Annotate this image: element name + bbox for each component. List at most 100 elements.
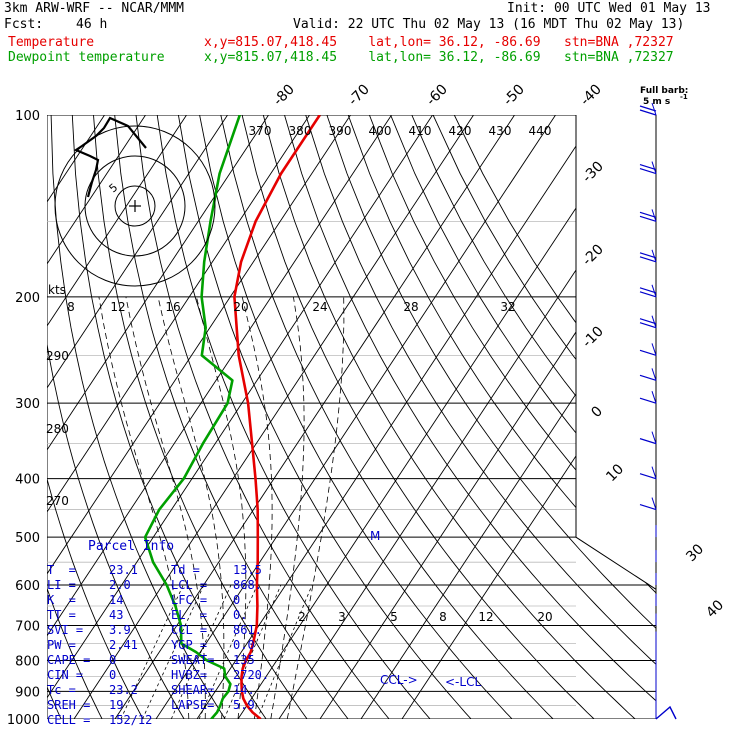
isotherm-60 [401,115,656,719]
wind-barb-staff [651,391,657,404]
wind-barb-flag [639,374,657,381]
barb-legend-line2: 5 m s [643,97,670,107]
isotherm-40 [319,115,656,719]
parcel-info-cell: LAPSE= [171,698,215,712]
mixing-ratio-8 [198,584,258,719]
parcel-info-cell: 0 [233,593,241,607]
mixing-ratio-label-12: 12 [478,610,493,624]
barb-legend-line1: Full barb: [640,86,688,96]
wind-barb-350 [639,431,657,445]
ccl-annotation: CCL-> [380,673,418,687]
wind-barb-flag [639,215,657,222]
isotherm--80 [47,115,228,719]
parcel-info-cell: 23.2 [109,683,138,697]
pressure-tick-200: 200 [15,291,40,306]
parcel-info-cell: EL = [171,608,208,622]
moist-adiabat-24 [241,296,273,719]
wind-barb-flag [639,503,657,511]
wind-barb-flag [639,211,657,218]
wind-barb-flag [639,287,657,294]
dry-adiabat-360 [199,115,513,719]
barb-legend-sup: -1 [680,93,688,101]
theta-e-label-440: 440 [529,124,552,138]
temperature-line [233,115,321,719]
temperature-location: x,y=815.07,418.45 lat,lon= 36.12, -86.69… [204,35,674,50]
parcel-info-cell: 2.41 [109,638,138,652]
theta-e-label-430: 430 [489,124,512,138]
dry-adiabat-270 [47,115,144,719]
wind-barbs [639,102,677,720]
parcel-info-cell: HVBZ= [171,668,208,682]
pressure-tick-400: 400 [15,473,40,488]
parcel-info-cell: 14 [109,593,124,607]
mixing-ratio-label-3: 3 [338,610,346,624]
dry-adiabat-420 [326,115,656,719]
dry-adiabat-260 [47,115,103,719]
moist-label-28: 28 [403,300,418,314]
wind-barb-flag [639,473,657,480]
wind-barb-surface [655,705,677,720]
mixing-ratio-label-8: 8 [439,610,447,624]
moist-adiabat-32 [286,296,345,719]
wind-barb-flag [639,322,657,329]
wind-barb-300 [639,391,657,404]
parcel-info-cell: TT = [47,608,76,622]
mixing-ratio-5 [170,584,232,719]
hodograph: kts 5 [48,116,216,297]
parcel-info-cell: T = [47,563,76,577]
wind-barb-staff [651,284,657,297]
isotherm-0 [155,115,556,719]
parcel-info-title: Parcel Info [88,539,175,554]
parcel-info-cell: LI = [47,578,76,592]
isotherm-label-40: 40 [703,597,727,621]
dry-adiabat-320 [114,115,349,719]
theta-label-290: 290 [46,349,69,363]
wind-barb-200 [639,284,657,298]
parcel-info-cell: Tc = [47,683,76,697]
parcel-info-cell: 152/12 [109,713,153,727]
parcel-info-cell: 43 [109,608,124,622]
wind-barb-175 [639,249,657,263]
mixing-ratio-label-2: 2 [298,610,306,624]
hodograph-ring-2 [54,125,216,287]
m-annotation: M [370,529,380,543]
wind-barb-staff [651,466,657,479]
wind-barb-flag [639,256,657,263]
wind-barb-flag [639,109,657,116]
wind-barb-staff [651,368,657,381]
hodograph-ring-1 [84,155,186,257]
dry-adiabat-450 [390,115,656,719]
isotherm-50 [360,115,656,719]
isotherm-20 [237,115,638,719]
parcel-info-cell: 0. [233,608,248,622]
parcel-info-cell: 135 [233,653,255,667]
wind-barb-staff [651,209,657,222]
parcel-info-cell: 868. [233,578,262,592]
isotherm-label--70: -70 [345,81,372,108]
isotherm--30 [47,115,433,719]
wind-barb-staff [651,497,657,510]
wind-barb-flag [639,163,657,171]
parcel-info-cell: 3.9 [109,623,131,637]
parcel-info-cell: 2.0 [109,578,131,592]
isotherm--10 [114,115,515,719]
parcel-info-cell: SREH = [47,698,91,712]
theta-e-label-380: 380 [289,124,312,138]
isotherm-10 [196,115,597,719]
isotherm-label--30: -30 [579,158,606,185]
wind-barb-staff [651,249,657,262]
moist-adiabat-28 [270,296,305,719]
init-time: Init: 00 UTC Wed 01 May 13 [507,1,711,16]
valid-time: Valid: 22 UTC Thu 02 May 13 (16 MDT Thu … [293,17,685,32]
moist-label-24: 24 [312,300,327,314]
parcel-info-cell: Td = [171,563,200,577]
moist-label-32: 32 [500,300,515,314]
wind-barb-staff [651,161,657,174]
moist-adiabat-12 [125,296,206,719]
parcel-info-cell: 0.0 [233,638,255,652]
isotherm-label--50: -50 [500,81,527,108]
parcel-info-cell: 2720. [233,668,270,682]
dry-adiabat-380 [241,115,595,719]
wind-barb-flag [639,438,657,445]
isotherm-label--40: -40 [577,81,604,108]
